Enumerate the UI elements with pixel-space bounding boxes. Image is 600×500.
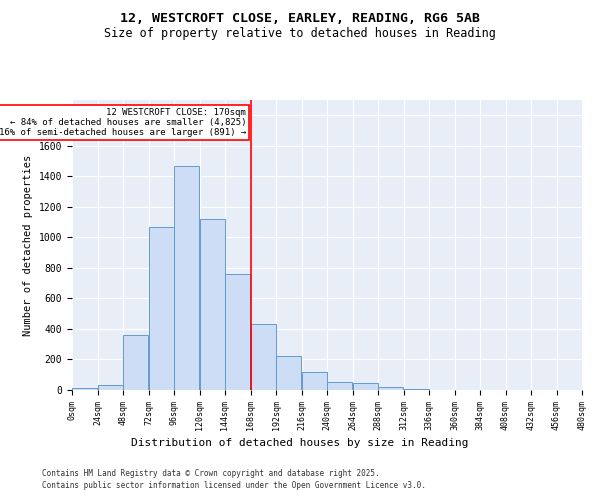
Bar xyxy=(302,372,327,390)
Bar xyxy=(327,382,352,390)
Text: 12 WESTCROFT CLOSE: 170sqm
← 84% of detached houses are smaller (4,825)
16% of s: 12 WESTCROFT CLOSE: 170sqm ← 84% of deta… xyxy=(0,108,246,138)
Bar xyxy=(149,226,174,390)
Bar xyxy=(404,389,429,390)
Y-axis label: Number of detached properties: Number of detached properties xyxy=(23,154,33,336)
Text: Contains public sector information licensed under the Open Government Licence v3: Contains public sector information licen… xyxy=(42,481,426,490)
Bar xyxy=(123,335,148,390)
Text: 12, WESTCROFT CLOSE, EARLEY, READING, RG6 5AB: 12, WESTCROFT CLOSE, EARLEY, READING, RG… xyxy=(120,12,480,26)
Bar xyxy=(174,166,199,390)
Bar xyxy=(276,356,301,390)
Bar xyxy=(72,388,97,390)
Bar xyxy=(200,219,225,390)
Bar xyxy=(353,383,378,390)
Bar xyxy=(251,324,276,390)
Bar xyxy=(378,387,403,390)
Text: Distribution of detached houses by size in Reading: Distribution of detached houses by size … xyxy=(131,438,469,448)
Text: Contains HM Land Registry data © Crown copyright and database right 2025.: Contains HM Land Registry data © Crown c… xyxy=(42,468,380,477)
Bar xyxy=(225,274,250,390)
Bar xyxy=(98,384,123,390)
Text: Size of property relative to detached houses in Reading: Size of property relative to detached ho… xyxy=(104,28,496,40)
